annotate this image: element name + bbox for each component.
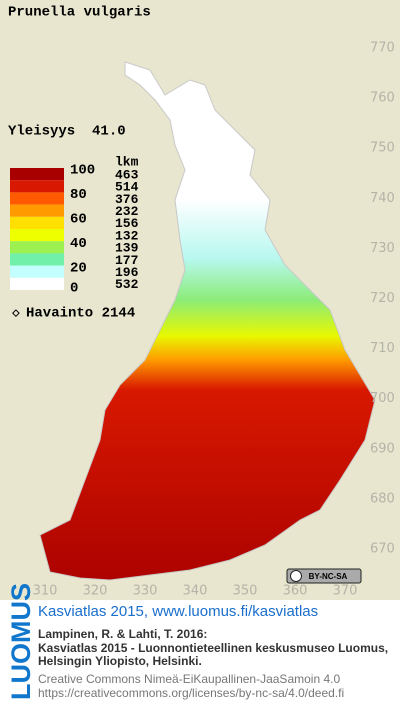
x-tick-label: 330 xyxy=(133,584,158,599)
legend-count: 232 xyxy=(115,204,139,219)
legend-scale-label: 0 xyxy=(70,281,78,297)
luomus-logo: LUOMUS xyxy=(6,583,36,700)
atlas-link[interactable]: Kasviatlas 2015, www.luomus.fi/kasviatla… xyxy=(38,603,318,620)
legend-swatch xyxy=(10,180,64,193)
y-tick-label: 680 xyxy=(370,491,395,506)
legend-count: 196 xyxy=(115,265,139,280)
citation-line: Kasviatlas 2015 - Luonnontieteellinen ke… xyxy=(38,641,388,655)
y-tick-label: 740 xyxy=(370,191,395,206)
observation-symbol: ◇ xyxy=(12,305,20,320)
x-tick-label: 350 xyxy=(233,584,258,599)
x-tick-label: 340 xyxy=(183,584,208,599)
legend-count: 532 xyxy=(115,277,139,292)
license-url[interactable]: https://creativecommons.org/licenses/by-… xyxy=(38,686,344,700)
observations: Havainto 2144 xyxy=(26,306,135,322)
y-tick-label: 720 xyxy=(370,291,395,306)
legend-scale-label: 80 xyxy=(70,187,87,203)
x-tick-label: 370 xyxy=(333,584,358,599)
legend-count: 177 xyxy=(115,253,138,268)
legend-swatch xyxy=(10,168,64,181)
y-tick-label: 750 xyxy=(370,141,395,156)
y-tick-label: 760 xyxy=(370,91,395,106)
legend-swatch xyxy=(10,229,64,242)
citation-line: Helsingin Yliopisto, Helsinki. xyxy=(38,654,202,668)
legend-swatch xyxy=(10,277,64,290)
legend-count: 463 xyxy=(115,167,139,182)
legend-count: 156 xyxy=(115,216,139,231)
frequency: Yleisyys 41.0 xyxy=(8,124,126,140)
legend-count: 514 xyxy=(115,180,139,195)
legend-swatch xyxy=(10,204,64,217)
y-tick-label: 690 xyxy=(370,441,395,456)
legend-scale-label: 60 xyxy=(70,212,87,228)
count-header: lkm xyxy=(115,154,139,169)
legend-scale-label: 20 xyxy=(70,260,87,276)
legend-count: 376 xyxy=(115,192,139,207)
citation-line: Lampinen, R. & Lahti, T. 2016: xyxy=(38,627,207,641)
y-tick-label: 730 xyxy=(370,241,395,256)
legend-count: 132 xyxy=(115,228,139,243)
legend-swatch xyxy=(10,265,64,278)
legend-swatch xyxy=(10,241,64,254)
legend-scale-label: 40 xyxy=(70,236,87,252)
cc-badge-text: BY-NC-SA xyxy=(309,572,348,581)
cc-badge xyxy=(286,568,362,584)
cc-icon xyxy=(290,570,302,582)
y-tick-label: 770 xyxy=(370,41,395,56)
license-line: Creative Commons Nimeä-EiKaupallinen-Jaa… xyxy=(38,672,340,686)
legend-swatch xyxy=(10,216,64,229)
x-tick-label: 310 xyxy=(33,584,58,599)
y-tick-label: 710 xyxy=(370,341,395,356)
x-tick-label: 320 xyxy=(83,584,108,599)
legend-swatch xyxy=(10,253,64,266)
x-tick-label: 360 xyxy=(283,584,308,599)
y-tick-label: 670 xyxy=(370,542,395,557)
legend-count: 139 xyxy=(115,241,139,256)
y-tick-label: 700 xyxy=(370,391,395,406)
grid-ticks: 310 320 330 340 350 360 370 670 680 690 700 710 720 7… xyxy=(33,41,395,599)
map-outline xyxy=(39,61,376,581)
species-title: Prunella vulgaris xyxy=(8,5,151,21)
legend-scale-label: 100 xyxy=(70,163,95,179)
legend-swatch xyxy=(10,192,64,205)
